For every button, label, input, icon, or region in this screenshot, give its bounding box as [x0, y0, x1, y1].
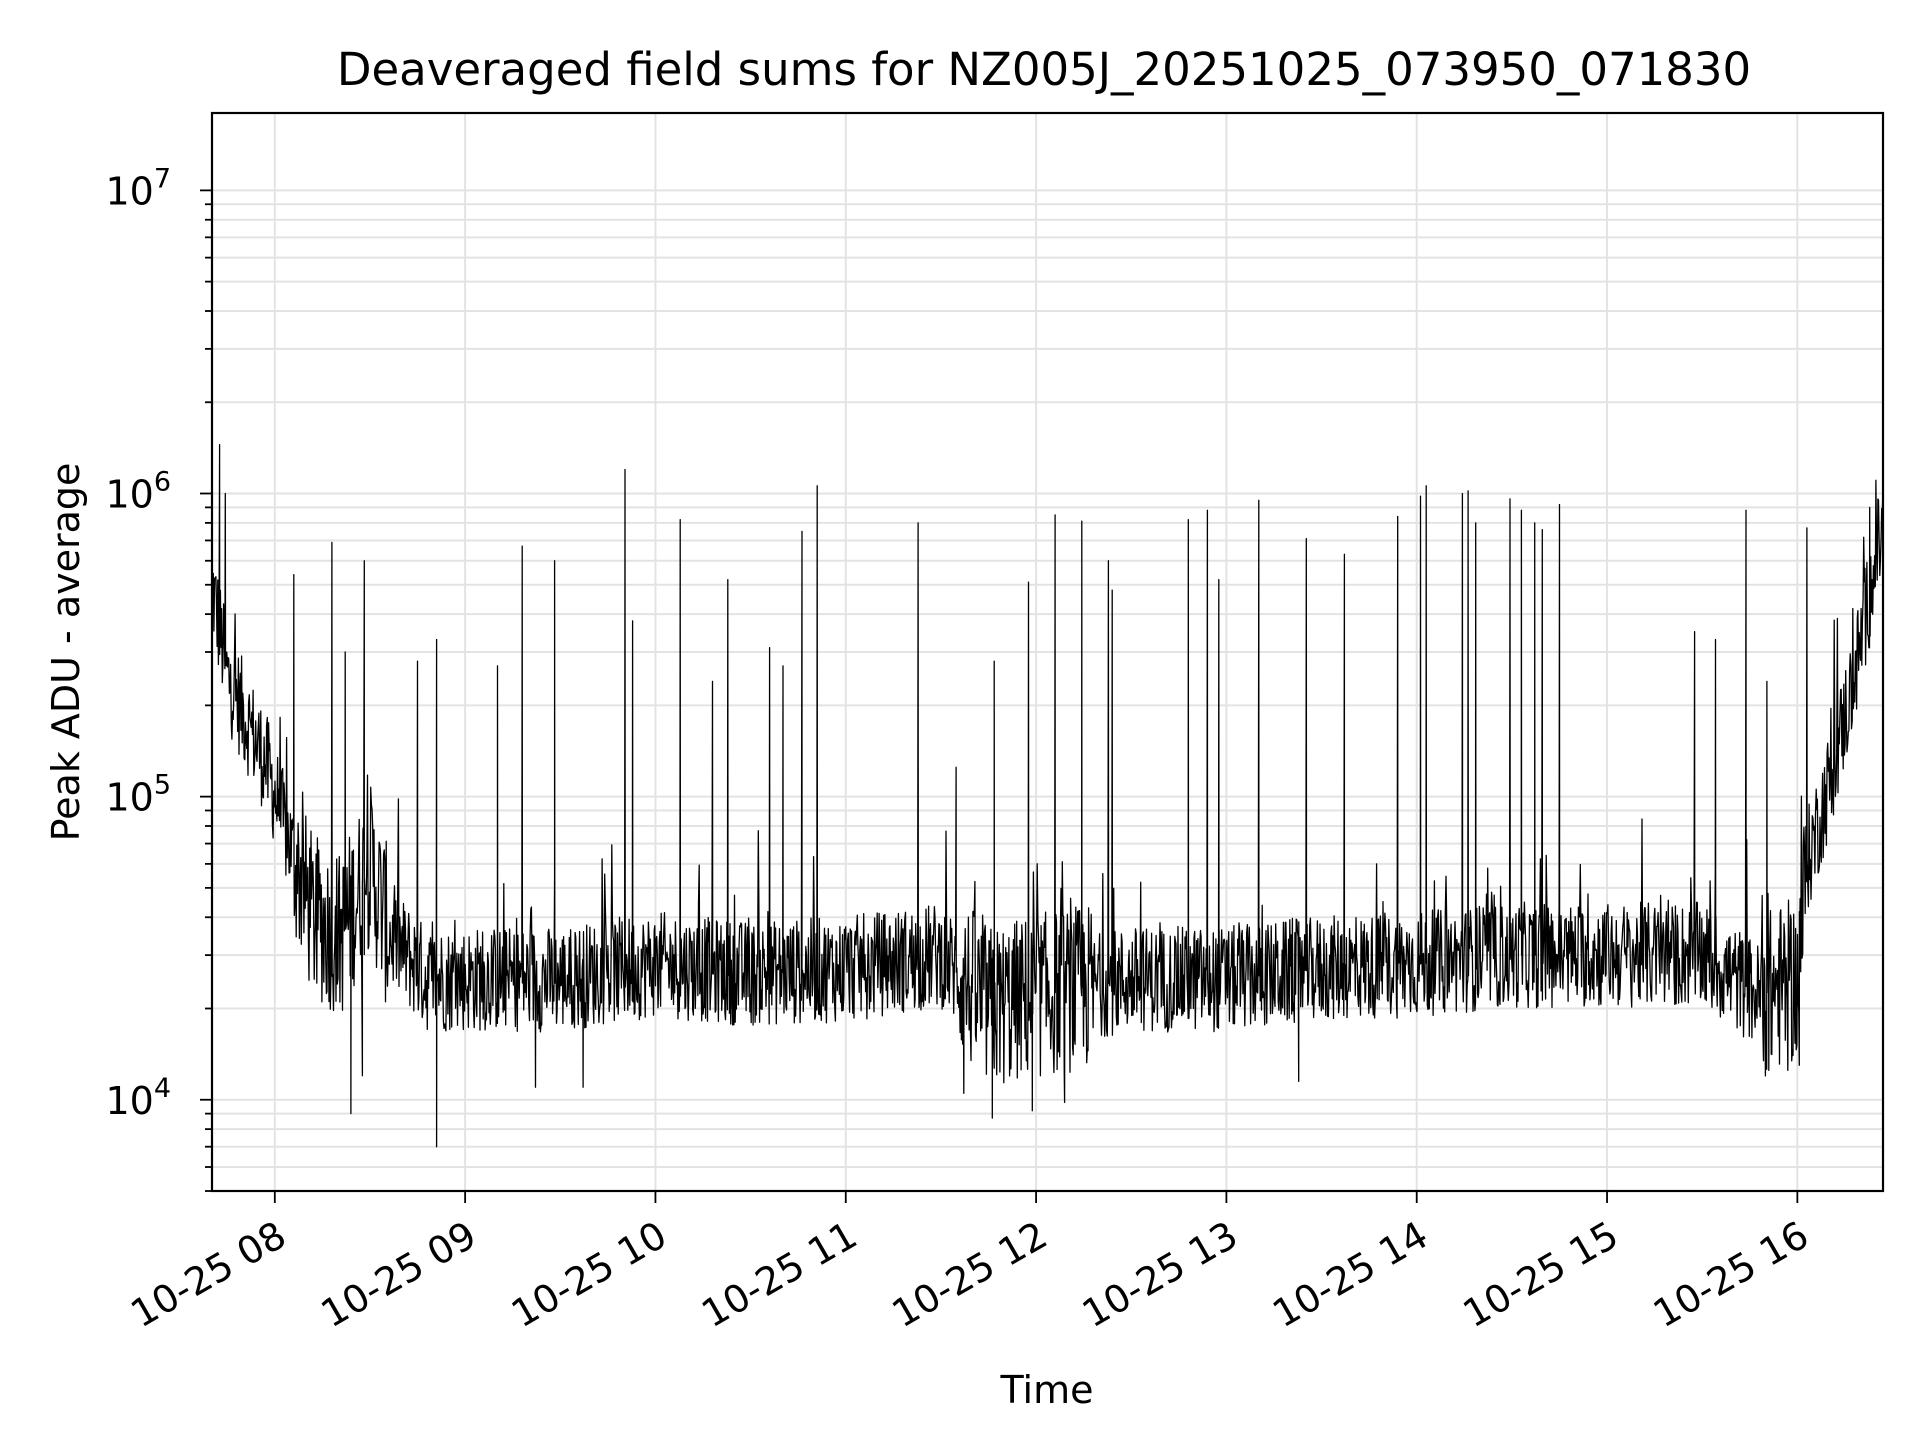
- chart-title: Deaveraged field sums for NZ005J_2025102…: [337, 43, 1751, 96]
- series-line: [212, 443, 1883, 1148]
- plot-area: [212, 443, 1883, 1148]
- grid: [212, 113, 1883, 1192]
- y-tick-label: 106: [105, 467, 171, 517]
- y-axis-label: Peak ADU - average: [44, 463, 88, 842]
- y-axis: 104 105 106 107: [105, 163, 212, 1192]
- x-axis-label: Time: [1000, 1368, 1094, 1412]
- y-tick-label: 105: [105, 770, 171, 820]
- y-tick-label: 107: [105, 163, 171, 213]
- y-tick-label: 104: [105, 1073, 171, 1123]
